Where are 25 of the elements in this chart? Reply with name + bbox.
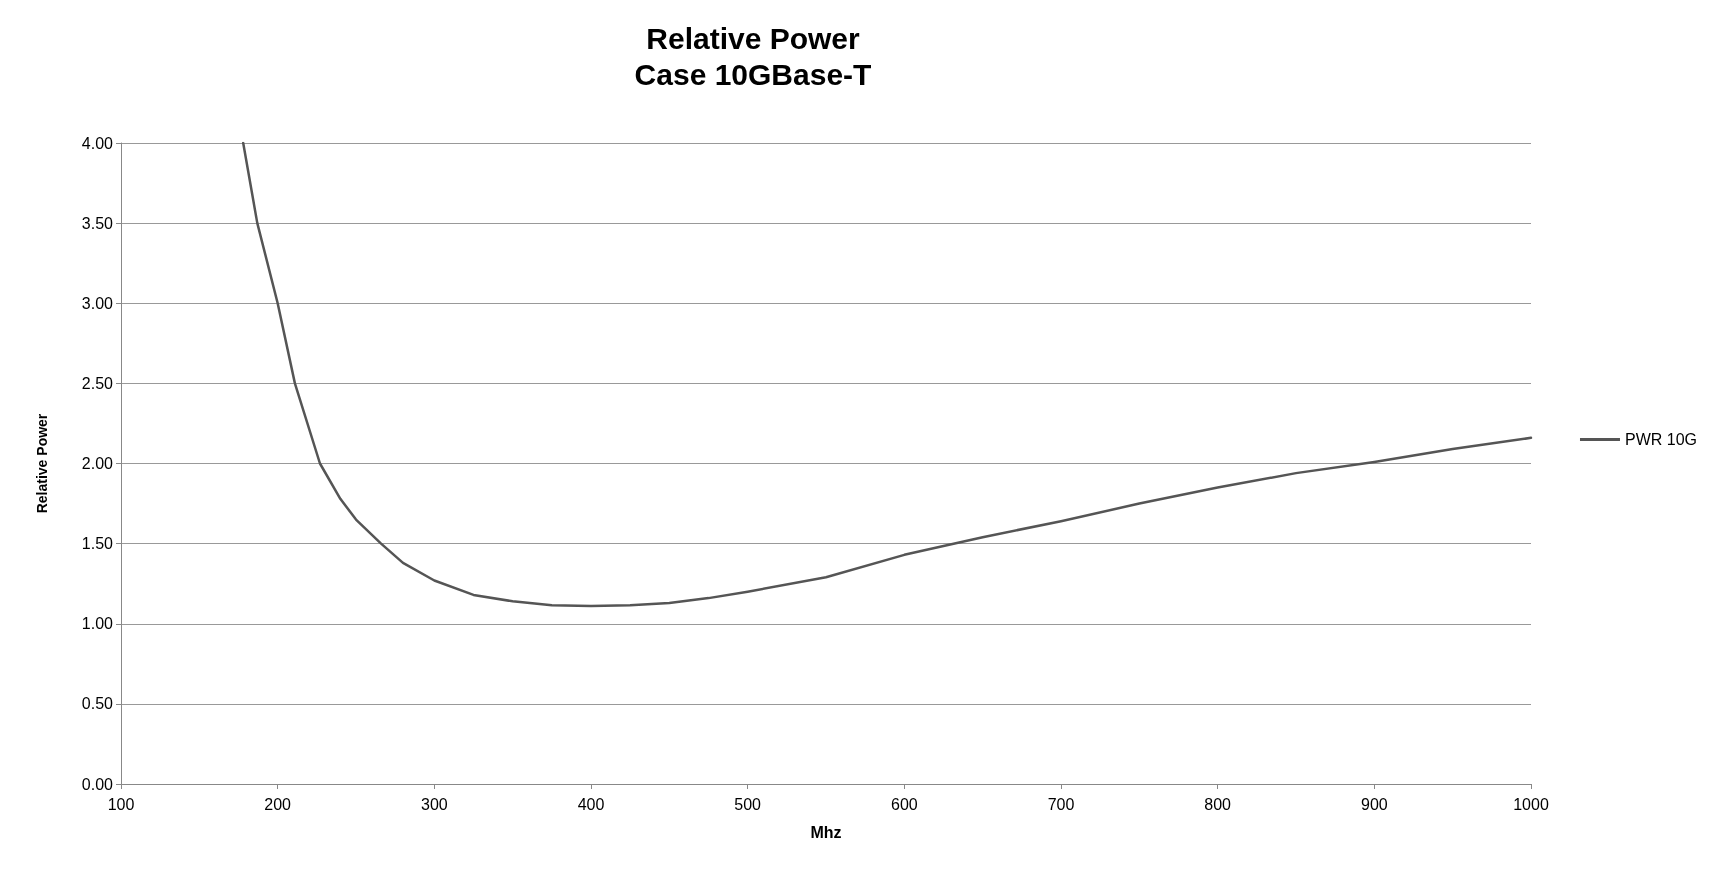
legend-label: PWR 10G [1624, 431, 1697, 448]
x-axis-title: Mhz [810, 823, 842, 841]
x-tick-label: 800 [1204, 795, 1232, 813]
x-tick-label: 1000 [1513, 795, 1549, 813]
x-tick-label: 300 [420, 795, 448, 813]
chart-subtitle: Case 10GBase-T [634, 57, 872, 91]
x-tick-label: 500 [734, 795, 762, 813]
y-tick-label: 0.50 [81, 695, 114, 713]
y-tick-label: 0.00 [81, 775, 114, 793]
y-tick-label: 4.00 [81, 134, 114, 152]
x-tick-label: 100 [107, 795, 135, 813]
y-tick-label: 2.00 [81, 455, 114, 472]
y-axis-title: Relative Power [34, 413, 50, 514]
y-tick-label: 2.50 [81, 374, 114, 392]
chart-title: Relative Power [646, 21, 861, 55]
x-tick-label: 900 [1360, 795, 1388, 813]
x-tick-label: 600 [890, 795, 918, 813]
x-tick-label: 400 [577, 795, 605, 813]
x-tick-label: 200 [264, 795, 292, 813]
y-tick-label: 3.50 [81, 214, 114, 232]
y-tick-label: 3.00 [81, 294, 114, 312]
y-tick-label: 1.50 [81, 535, 114, 553]
y-tick-label: 1.00 [81, 615, 114, 633]
x-tick-label: 700 [1047, 795, 1075, 813]
line-series [241, 141, 1533, 608]
